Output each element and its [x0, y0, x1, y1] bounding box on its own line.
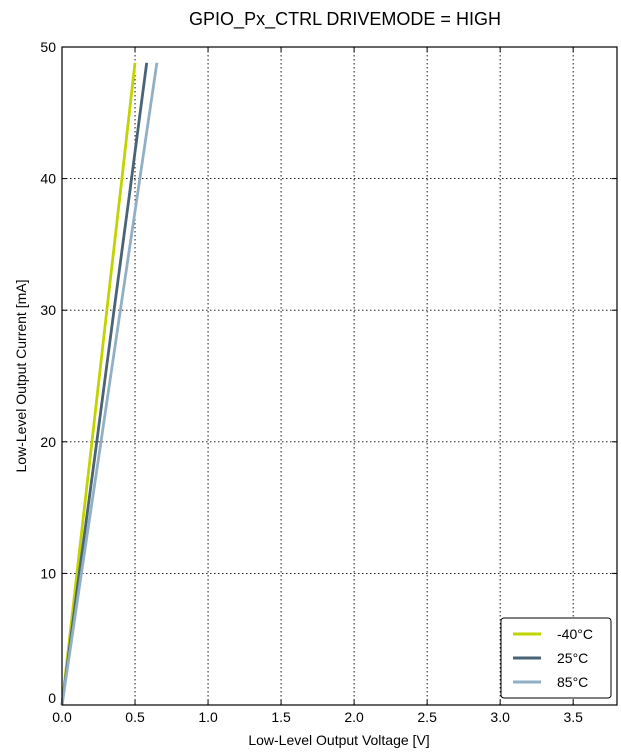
y-tick-label: 0	[48, 690, 56, 706]
legend-label: 25°C	[557, 650, 588, 666]
series-lines	[60, 62, 159, 706]
y-axis-label: Low-Level Output Current [mA]	[13, 280, 29, 473]
y-tick-label: 10	[40, 565, 56, 581]
x-tick-label: 3.0	[490, 709, 510, 725]
plot-frame	[61, 46, 618, 706]
axis-ticks: 0.0 0.5 1.0 1.5 2.0 2.5 3.0 3.5 0 10 20 30 40 50	[40, 39, 617, 725]
series-line-1	[60, 62, 149, 706]
x-tick-label: 0.0	[52, 709, 72, 725]
chart-title: GPIO_Px_CTRL DRIVEMODE = HIGH	[189, 9, 501, 30]
x-tick-label: 3.5	[563, 709, 583, 725]
x-tick-label: 2.0	[344, 709, 364, 725]
legend-box	[500, 617, 612, 699]
x-tick-label: 2.5	[417, 709, 437, 725]
y-tick-label: 30	[40, 302, 56, 318]
series-line-0	[60, 62, 137, 706]
series-line-2	[60, 62, 159, 706]
x-tick-label: 1.5	[271, 709, 291, 725]
grid	[62, 47, 617, 705]
legend: -40°C 25°C 85°C	[500, 617, 612, 699]
x-tick-label: 0.5	[125, 709, 145, 725]
y-tick-label: 40	[40, 171, 56, 187]
x-tick-label: 1.0	[198, 709, 218, 725]
legend-label: 85°C	[557, 674, 588, 690]
legend-label: -40°C	[557, 626, 593, 642]
y-tick-label: 20	[40, 434, 56, 450]
x-axis-label: Low-Level Output Voltage [V]	[248, 732, 429, 748]
y-tick-label: 50	[40, 39, 56, 55]
